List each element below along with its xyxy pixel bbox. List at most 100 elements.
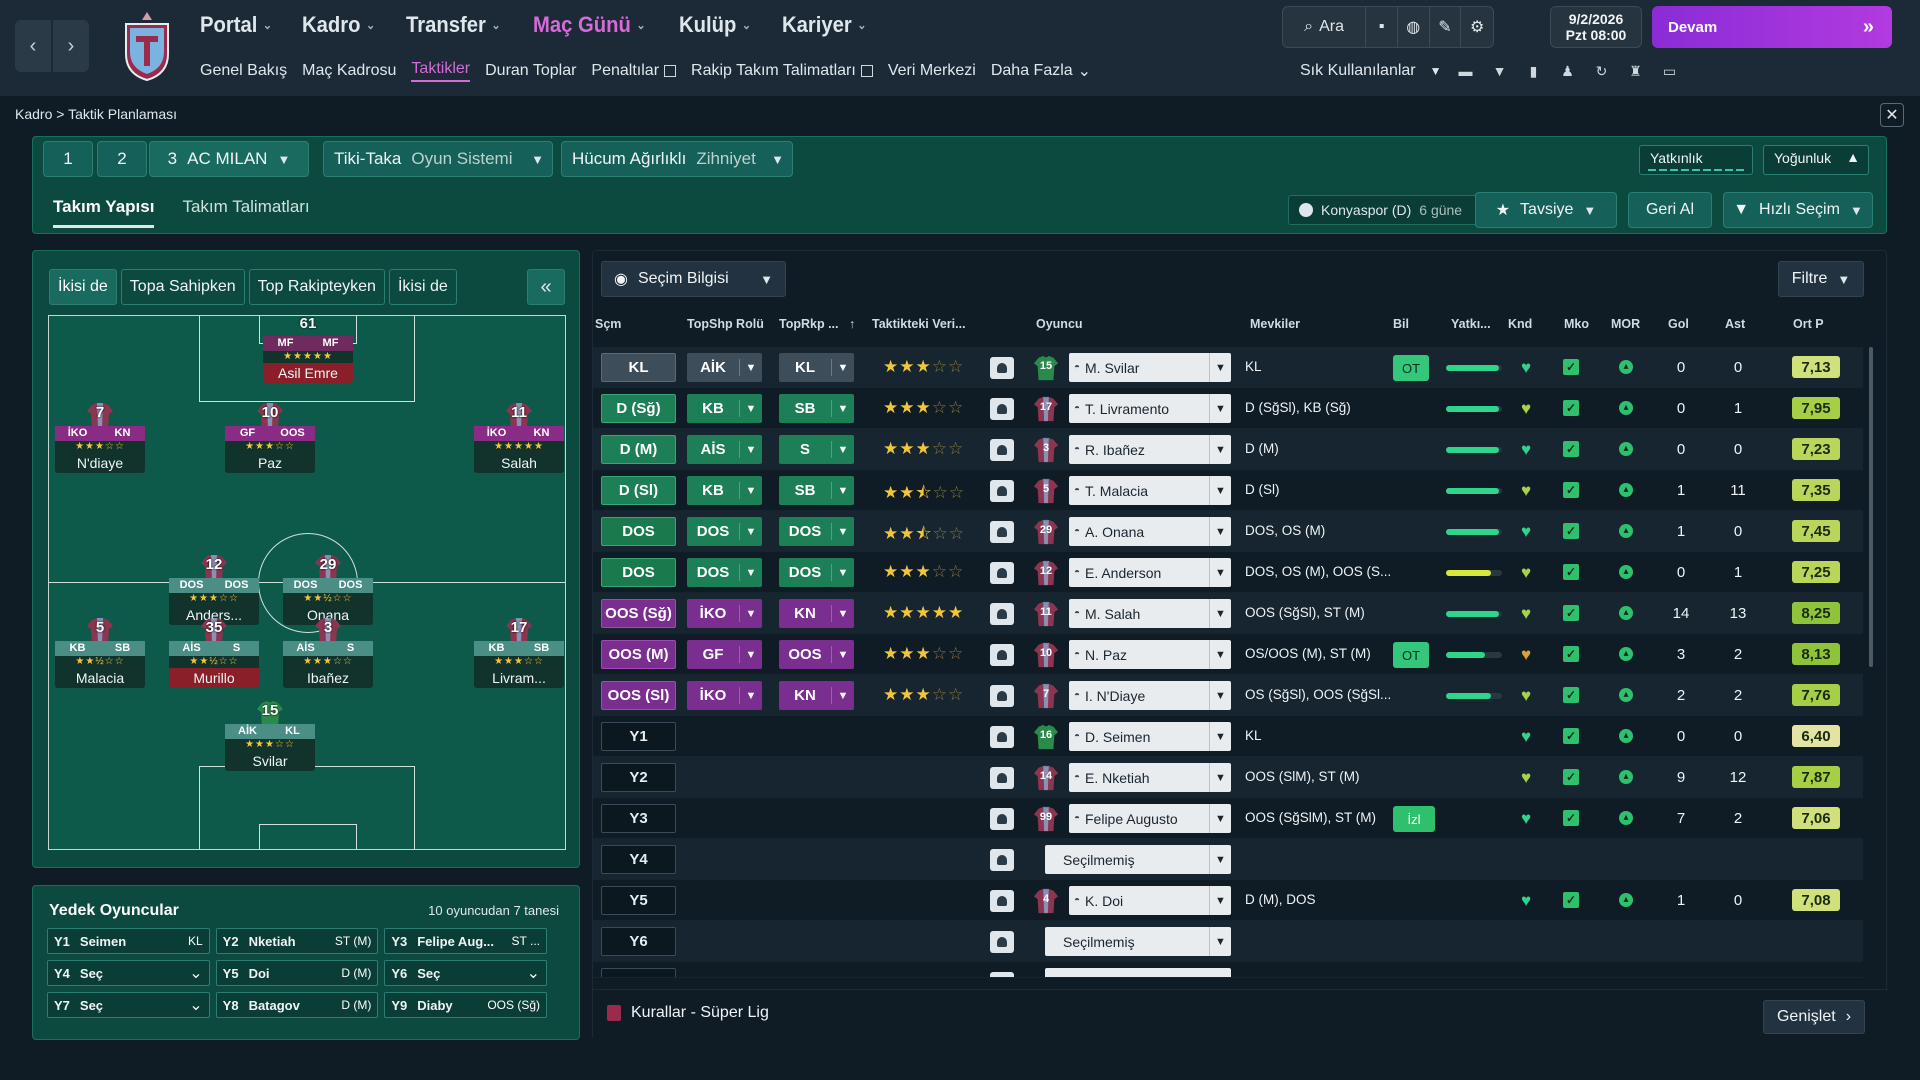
favourites-label[interactable]: Sık Kullanılanlar [1300,62,1416,79]
out-possession-role-select[interactable]: S ▼ [779,435,854,464]
card-icon[interactable]: ▭ [1662,63,1677,79]
player-select[interactable]: ◓ I. N'Diaye ▼ [1069,681,1231,710]
next-match[interactable]: Konyaspor (D) 6 güne [1288,195,1483,225]
position-slot[interactable]: D (M) [601,435,676,464]
out-possession-role-select[interactable]: DOS ▼ [779,517,854,546]
substitute-slot[interactable]: Y6 Seç ⌄ [384,960,547,986]
chat-icon[interactable]: ▬ [1458,63,1473,79]
col-player[interactable]: Oyuncu [1036,317,1083,331]
out-possession-role-select[interactable]: KL ▼ [779,353,854,382]
sub-menu-item[interactable]: Veri Merkezi [888,60,976,82]
col-out-possession-role[interactable]: TopRkp ... [779,317,839,331]
inbox-button[interactable]: ▪ [1366,7,1398,47]
refresh-icon[interactable]: ↻ [1595,63,1608,79]
in-possession-role-select[interactable]: İKO ▼ [687,599,762,628]
main-menu-item[interactable]: Portal ⌄ [200,12,272,38]
sort-up-icon[interactable]: ↑ [849,317,856,331]
sub-menu-item[interactable]: Duran Toplar [485,60,576,82]
table-scrollbar[interactable] [1869,347,1873,667]
out-possession-role-select[interactable]: KN ▼ [779,681,854,710]
player-profile-button[interactable] [990,972,1014,977]
forward-button[interactable]: › [53,20,89,72]
out-possession-role-select[interactable]: SB ▼ [779,476,854,505]
col-selection[interactable]: Sçm [595,317,622,331]
settings-button[interactable]: ⚙ [1461,7,1493,47]
player-select[interactable]: Seçilmemiş ▼ [1045,845,1231,874]
player-profile-button[interactable] [990,398,1014,420]
substitute-slot[interactable]: Y9 Diaby OOS (Sğ) [384,992,547,1018]
substitute-slot[interactable]: Y4 Seç ⌄ [47,960,210,986]
edit-button[interactable]: ✎ [1430,7,1462,47]
substitute-slot[interactable]: Y2 Nketiah ST (M) [215,928,379,954]
main-menu-item[interactable]: Kariyer ⌄ [782,12,867,38]
in-possession-role-select[interactable]: DOS ▼ [687,558,762,587]
player-select[interactable]: ◓ E. Anderson ▼ [1069,558,1231,587]
player-select[interactable]: ◓ A. Onana ▼ [1069,517,1231,546]
position-slot[interactable]: D (Sğ) [601,394,676,423]
pitch-player-card[interactable]: 17 KB SB ★★★☆☆ Livram... [474,618,564,695]
col-morale[interactable]: MOR [1611,317,1641,331]
info-badge[interactable]: OT [1393,355,1429,381]
in-possession-role-select[interactable]: KB ▼ [687,476,762,505]
sub-menu-item[interactable]: Rakip Takım Talimatları [691,60,873,82]
in-possession-role-select[interactable]: AİS ▼ [687,435,762,464]
position-slot[interactable]: DOS [601,517,676,546]
sub-menu-item[interactable]: Genel Bakış [200,60,287,82]
tactic-slot-3[interactable]: 3 AC MILAN ▼ [149,141,309,177]
substitute-slot[interactable]: Y3 Felipe Aug... ST ... [384,928,547,954]
familiarity-meter[interactable]: Yatkınlık [1639,145,1753,175]
sub-menu-item[interactable]: Daha Fazla ⌄ [991,60,1091,82]
player-profile-button[interactable] [990,726,1014,748]
out-possession-role-select[interactable]: OOS ▼ [779,640,854,669]
pitch-player-card[interactable]: 3 AİS S ★★★☆☆ Ibañez [283,618,373,695]
pitch-player-card[interactable]: 11 İKO KN ★★★★★ Salah [474,403,564,480]
player-select[interactable]: ◓ N. Paz ▼ [1069,640,1231,669]
col-match-fitness[interactable]: Mko [1564,317,1589,331]
player-profile-button[interactable] [990,521,1014,543]
in-possession-role-select[interactable]: AİK ▼ [687,353,762,382]
substitute-slot[interactable]: Y8 Batagov D (M) [215,992,379,1018]
search-button[interactable]: ⌕ Ara [1283,7,1367,47]
in-possession-role-select[interactable]: İKO ▼ [687,681,762,710]
main-menu-item[interactable]: Kulüp ⌄ [679,12,751,38]
pitch-player-card[interactable]: 7 İKO KN ★★★☆☆ N'diaye [55,403,145,480]
continue-button[interactable]: Devam » [1652,6,1892,48]
col-tactical-rating[interactable]: Taktikteki Veri... [872,317,966,331]
player-select[interactable]: Seçilmemiş [1045,968,1231,977]
pitch-player-card[interactable]: 12 DOS DOS ★★★☆☆ Anders... [169,555,259,632]
player-select[interactable]: Seçilmemiş ▼ [1045,927,1231,956]
breadcrumb-root[interactable]: Kadro [15,106,53,122]
phase-tab[interactable]: Top Rakipteyken [248,269,385,305]
substitute-slot[interactable]: Y1 Seimen KL [47,928,210,954]
substitute-slot[interactable]: Y7 Seç ⌄ [47,992,210,1018]
tactic-slot-1[interactable]: 1 [43,141,93,177]
player-select[interactable]: ◓ M. Svilar ▼ [1069,353,1231,382]
col-avg-rating[interactable]: Ort P [1793,317,1824,331]
position-slot[interactable]: D (Sl) [601,476,676,505]
out-possession-role-select[interactable]: DOS ▼ [779,558,854,587]
close-button[interactable]: ✕ [1880,103,1904,127]
position-slot[interactable]: OOS (Sl) [601,681,676,710]
tab-team-shape[interactable]: Takım Yapısı [53,197,155,228]
position-slot[interactable]: KL [601,353,676,382]
out-possession-role-select[interactable]: KN ▼ [779,599,854,628]
position-slot[interactable]: Y2 [601,763,676,792]
rules-label[interactable]: Kurallar - Süper Lig [631,1004,769,1021]
position-slot[interactable]: Y7 [601,968,676,977]
player-profile-button[interactable] [990,562,1014,584]
main-menu-item[interactable]: Transfer ⌄ [406,12,501,38]
player-select[interactable]: ◓ Felipe Augusto ▼ [1069,804,1231,833]
shirt-icon[interactable]: ▼ [1492,63,1507,79]
col-goals[interactable]: Gol [1668,317,1689,331]
col-positions[interactable]: Mevkiler [1250,317,1301,331]
phase-tab[interactable]: Topa Sahipken [120,269,245,305]
sub-menu-item[interactable]: Penaltılar [591,60,677,82]
player-profile-button[interactable] [990,931,1014,953]
col-familiarity[interactable]: Yatkı... [1451,317,1491,331]
in-possession-role-select[interactable]: GF ▼ [687,640,762,669]
position-slot[interactable]: Y1 [601,722,676,751]
position-slot[interactable]: Y4 [601,845,676,874]
info-badge[interactable]: İzl [1393,806,1435,832]
collapse-button[interactable]: « [527,269,565,305]
main-menu-item[interactable]: Kadro ⌄ [302,12,375,38]
